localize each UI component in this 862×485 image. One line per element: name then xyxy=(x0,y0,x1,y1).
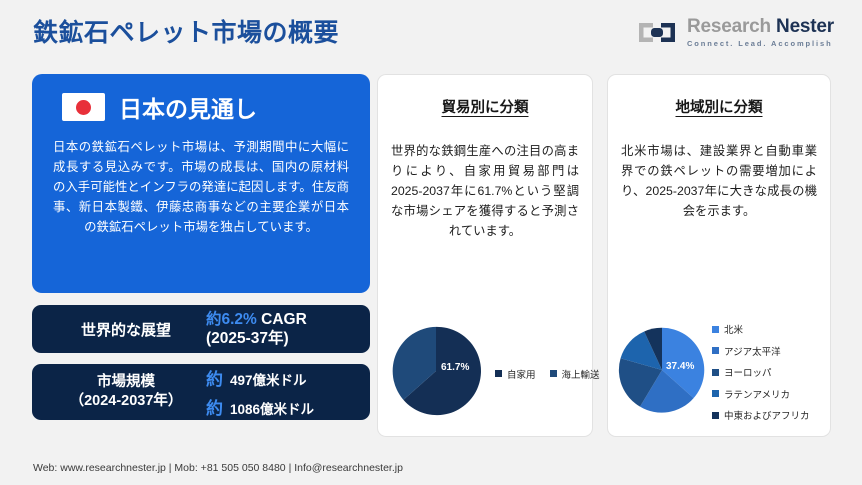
brand-logo: Research Nester Connect. Lead. Accomplis… xyxy=(636,17,834,48)
region-pie-slice-3 xyxy=(620,330,662,370)
trade-card-body: 世界的な鉄鋼生産への注目の高まりにより、自家用貿易部門は2025-2037年に6… xyxy=(391,144,579,238)
legend-item: ヨーロッパ xyxy=(712,365,810,379)
global-outlook-value-line1: 約6.2% CAGR xyxy=(206,310,307,329)
trade-pie-legend: 自家用 海上輸送 xyxy=(495,367,600,381)
logo-mark-icon xyxy=(638,22,675,42)
market-size-value: 497億米ドル xyxy=(230,373,307,388)
legend-label: アジア太平洋 xyxy=(724,346,781,358)
region-pie-slice-1 xyxy=(640,369,694,413)
legend-item: 北米 xyxy=(712,322,810,336)
legend-swatch-icon xyxy=(712,347,719,354)
legend-swatch-icon xyxy=(712,368,719,376)
region-pie-svg xyxy=(618,327,705,413)
market-size-row: 約 497億米ドル xyxy=(206,365,314,390)
region-pie-chart: 37.4% xyxy=(618,326,706,419)
legend-item: 自家用 xyxy=(495,367,536,381)
legend-swatch-icon xyxy=(712,325,719,333)
logo-text: Research Nester Connect. Lead. Accomplis… xyxy=(687,17,834,48)
market-size-approx-prefix: 約 xyxy=(206,370,223,389)
legend-item: 中東およびアフリカ xyxy=(712,408,810,422)
global-outlook-cagr-value: 約6.2% xyxy=(206,310,257,328)
trade-pie-slice-1 xyxy=(392,326,436,400)
legend-label: ヨーロッパ xyxy=(724,368,772,379)
page-title: 鉄鉱石ペレット市場の概要 xyxy=(33,19,340,47)
trade-pie-slice-0 xyxy=(403,326,481,416)
trade-segment-card: 貿易別に分類 世界的な鉄鋼生産への注目の高まりにより、自家用貿易部門は2025-… xyxy=(377,74,600,437)
market-size-value: 1086億米ドル xyxy=(230,402,315,417)
region-segment-card: 地域別に分類 北米市場は、建設業界と自動車業界での鉄ペレットの需要増加により、2… xyxy=(607,74,831,437)
legend-swatch-icon xyxy=(712,390,719,397)
trade-pie-svg xyxy=(392,326,481,416)
japan-card-body: 日本の鉄鉱石ペレット市場は、予測期間中に大幅に成長する見込みです。市場の成長は、… xyxy=(53,140,349,235)
legend-label: 北米 xyxy=(724,325,744,336)
legend-label: 自家用 xyxy=(507,369,536,381)
region-card-title: 地域別に分類 xyxy=(675,100,763,116)
market-size-label: 市場規模 （2024-2037年） xyxy=(46,373,206,411)
global-outlook-card: 世界的な展望 約6.2% CAGR (2025-37年) xyxy=(32,305,370,353)
global-outlook-cagr-unit: CAGR xyxy=(256,310,307,328)
legend-swatch-icon xyxy=(712,411,719,419)
trade-chart-area: 61.7% 自家用 海上輸送 xyxy=(378,325,604,422)
legend-item: アジア太平洋 xyxy=(712,344,810,358)
region-pie-slice-2 xyxy=(618,357,662,407)
global-outlook-value: 約6.2% CAGR (2025-37年) xyxy=(206,310,307,349)
market-size-card: 市場規模 （2024-2037年） 約 497億米ドル 約 1086億米ドル xyxy=(32,364,370,420)
logo-word-nester: Nester xyxy=(776,16,834,37)
market-size-label-line1: 市場規模 xyxy=(97,374,155,391)
japan-card-header: 日本の見通し xyxy=(62,90,352,124)
legend-item: ラテンアメリカ xyxy=(712,387,810,401)
legend-label: 中東およびアフリカ xyxy=(724,411,810,422)
global-outlook-period: (2025-37年) xyxy=(206,330,289,347)
region-card-body: 北米市場は、建設業界と自動車業界での鉄ペレットの需要増加により、2025-203… xyxy=(621,144,817,218)
region-pie-slice-0 xyxy=(662,327,705,398)
logo-tagline: Connect. Lead. Accomplish xyxy=(686,39,833,48)
japan-card-title: 日本の見通し xyxy=(119,96,257,122)
global-outlook-label: 世界的な展望 xyxy=(80,321,171,339)
legend-label: 海上輸送 xyxy=(561,369,600,381)
trade-pie-chart: 61.7% xyxy=(390,325,482,422)
region-pie-legend: 北米 アジア太平洋 ヨーロッパ ラテンアメリカ 中東およびアフリカ xyxy=(712,322,810,422)
legend-item: 海上輸送 xyxy=(549,367,600,381)
trade-card-title: 貿易別に分類 xyxy=(441,100,529,116)
market-size-label-line2: （2024-2037年） xyxy=(69,393,183,409)
region-chart-area: 37.4% 北米 アジア太平洋 ヨーロッパ ラテンアメリカ 中東およびアフリカ xyxy=(608,322,840,422)
market-size-approx-prefix: 約 xyxy=(206,399,223,418)
japan-outlook-card: 日本の見通し 日本の鉄鉱石ペレット市場は、予測期間中に大幅に成長する見込みです。… xyxy=(32,74,370,293)
market-size-values: 約 497億米ドル 約 1086億米ドル xyxy=(206,365,314,419)
logo-word-research: Research xyxy=(686,16,771,37)
logo-wordmark: Research Nester xyxy=(687,17,834,36)
japan-flag-icon xyxy=(62,93,105,121)
page-header: 鉄鉱石ペレット市場の概要 Research Nester Connect. Le… xyxy=(0,0,862,66)
region-pie-slice-4 xyxy=(644,327,662,370)
japan-flag-sun xyxy=(76,99,91,115)
footer-contact: Web: www.researchnester.jp | Mob: +81 50… xyxy=(33,462,403,474)
legend-label: ラテンアメリカ xyxy=(724,389,791,401)
market-size-row: 約 1086億米ドル xyxy=(206,394,314,419)
legend-swatch-icon xyxy=(549,370,557,377)
legend-swatch-icon xyxy=(495,370,502,377)
